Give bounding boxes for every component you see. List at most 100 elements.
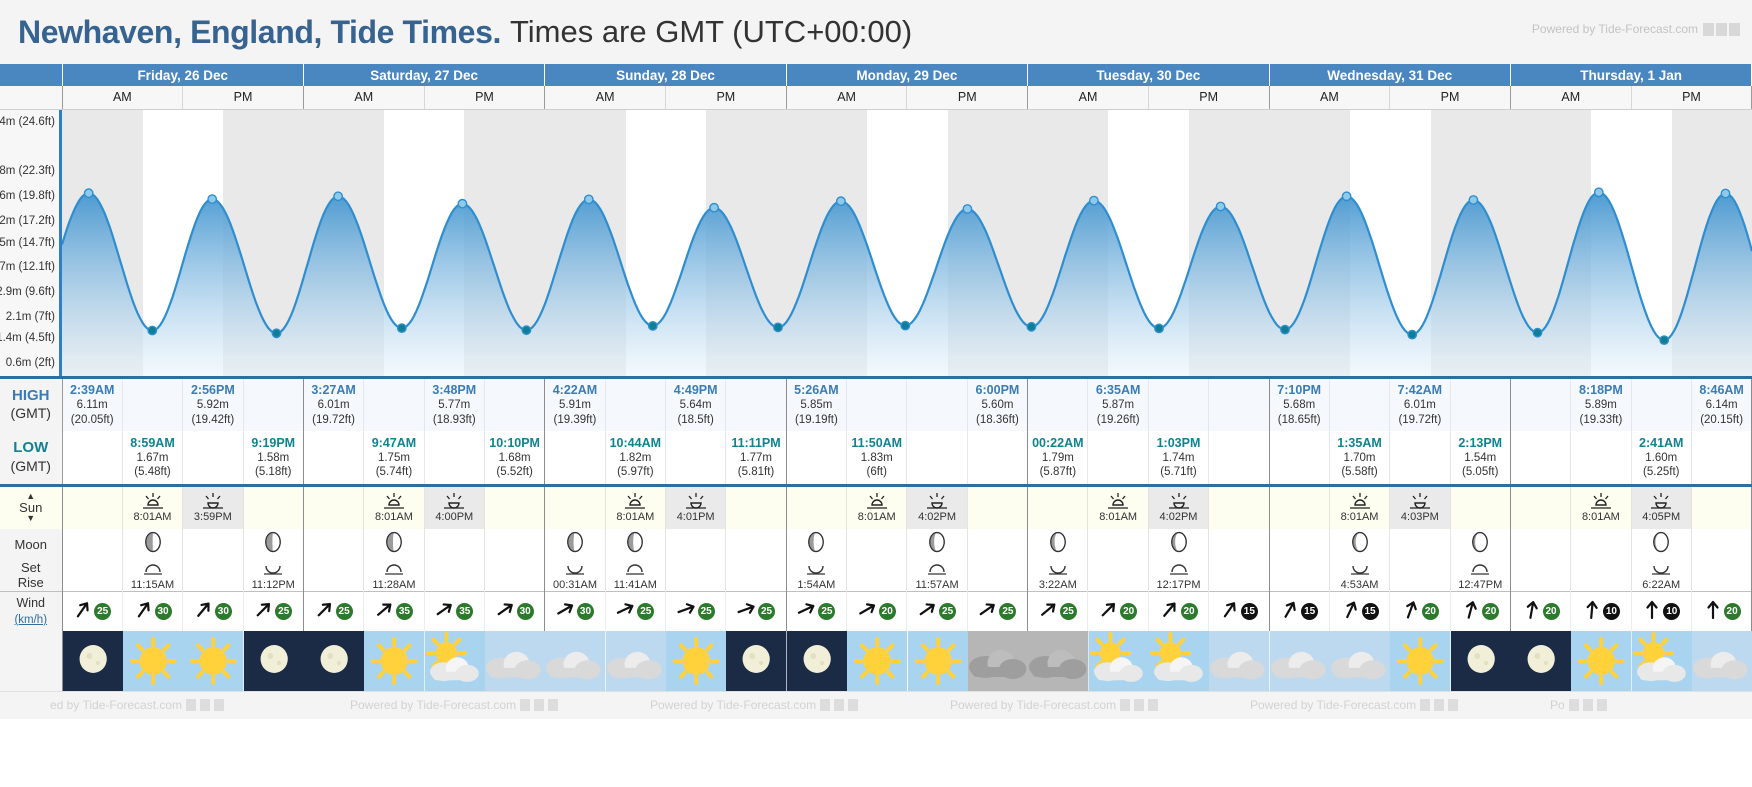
moon-phase-icon[interactable] <box>385 531 403 557</box>
tide-low-marker-13[interactable] <box>900 320 911 331</box>
weather-icon-overcast-15[interactable] <box>967 631 1029 691</box>
day-header-6[interactable]: Thursday, 1 Jan <box>1510 64 1752 86</box>
weather-icon-sunny-5[interactable] <box>364 631 425 691</box>
weather-icon-cloudy-20[interactable] <box>1269 631 1330 691</box>
tide-low-marker-19[interactable] <box>1280 324 1290 335</box>
moon-phase-icon[interactable] <box>928 531 946 557</box>
wind-cell-8[interactable]: 30 <box>544 591 606 631</box>
tide-low-marker-7[interactable] <box>521 324 532 335</box>
tide-low-marker-21[interactable] <box>1407 329 1418 340</box>
tide-low-marker-11[interactable] <box>773 321 783 332</box>
tide-low-marker-5[interactable] <box>396 322 407 333</box>
weather-icon-sunny-2[interactable] <box>183 631 244 691</box>
tide-high-marker-24[interactable] <box>1593 186 1604 197</box>
weather-icon-sunny-10[interactable] <box>666 631 727 691</box>
wind-cell-5[interactable]: 35 <box>363 591 425 631</box>
wind-cell-9[interactable]: 25 <box>605 591 666 631</box>
day-header-2[interactable]: Sunday, 28 Dec <box>544 64 787 86</box>
wind-cell-7[interactable]: 30 <box>484 591 546 631</box>
wind-cell-20[interactable]: 15 <box>1269 591 1330 631</box>
moon-phase-icon[interactable] <box>807 531 825 557</box>
wind-cell-2[interactable]: 30 <box>182 591 244 631</box>
moon-phase-icon[interactable] <box>1049 531 1067 557</box>
wind-cell-10[interactable]: 25 <box>665 591 727 631</box>
tide-low-marker-25[interactable] <box>1659 334 1670 345</box>
weather-icon-partly-sunny-18[interactable] <box>1148 631 1210 691</box>
tide-high-marker-10[interactable] <box>709 202 719 213</box>
tide-low-marker-9[interactable] <box>647 320 658 331</box>
moon-phase-icon[interactable] <box>1471 531 1489 557</box>
weather-icon-night-clear-4[interactable] <box>303 631 365 691</box>
weather-icon-partly-sunny-17[interactable] <box>1088 631 1149 691</box>
wind-cell-14[interactable]: 25 <box>906 591 968 631</box>
day-header-5[interactable]: Wednesday, 31 Dec <box>1269 64 1511 86</box>
tide-high-marker-0[interactable] <box>83 187 94 198</box>
tide-high-marker-2[interactable] <box>207 193 218 204</box>
tide-low-marker-15[interactable] <box>1026 321 1037 332</box>
tide-low-marker-1[interactable] <box>147 325 158 335</box>
weather-icon-cloudy-9[interactable] <box>605 631 667 691</box>
wind-cell-24[interactable]: 20 <box>1510 591 1572 631</box>
moon-phase-icon[interactable] <box>626 531 644 557</box>
wind-cell-18[interactable]: 20 <box>1148 591 1210 631</box>
wind-cell-21[interactable]: 15 <box>1329 591 1391 631</box>
day-header-3[interactable]: Monday, 29 Dec <box>786 64 1029 86</box>
tide-high-marker-18[interactable] <box>1215 201 1226 211</box>
wind-cell-12[interactable]: 25 <box>786 591 848 631</box>
moon-phase-icon[interactable] <box>1652 531 1670 557</box>
weather-icon-sunny-1[interactable] <box>122 631 184 691</box>
weather-icon-night-clear-0[interactable] <box>62 631 123 691</box>
wind-cell-17[interactable]: 20 <box>1087 591 1149 631</box>
weather-icon-partly-sunny-26[interactable] <box>1631 631 1693 691</box>
wind-cell-4[interactable]: 25 <box>303 591 365 631</box>
wind-cell-16[interactable]: 25 <box>1027 591 1089 631</box>
wind-cell-3[interactable]: 25 <box>243 591 304 631</box>
weather-icon-night-clear-24[interactable] <box>1511 631 1572 691</box>
weather-icon-night-clear-23[interactable] <box>1450 631 1512 691</box>
wind-unit-link[interactable]: (km/h) <box>14 613 48 626</box>
weather-icon-sunny-25[interactable] <box>1571 631 1632 691</box>
moon-phase-icon[interactable] <box>264 531 282 557</box>
wind-cell-19[interactable]: 15 <box>1208 591 1270 631</box>
weather-icon-cloudy-27[interactable] <box>1692 631 1752 691</box>
wind-cell-25[interactable]: 10 <box>1570 591 1632 631</box>
tide-low-marker-23[interactable] <box>1532 327 1543 338</box>
wind-cell-1[interactable]: 30 <box>122 591 184 631</box>
tide-high-marker-16[interactable] <box>1089 195 1099 206</box>
weather-icon-sunny-22[interactable] <box>1390 631 1451 691</box>
moon-phase-icon[interactable] <box>1351 531 1369 557</box>
tide-high-marker-6[interactable] <box>457 198 468 209</box>
tide-high-marker-4[interactable] <box>333 190 343 201</box>
weather-icon-sunny-13[interactable] <box>847 631 908 691</box>
wind-cell-6[interactable]: 35 <box>424 591 485 631</box>
wind-cell-13[interactable]: 20 <box>846 591 908 631</box>
tide-high-marker-22[interactable] <box>1468 194 1479 205</box>
weather-icon-overcast-16[interactable] <box>1028 631 1089 691</box>
weather-icon-cloudy-19[interactable] <box>1209 631 1270 691</box>
tide-high-marker-20[interactable] <box>1341 190 1352 201</box>
wind-cell-27[interactable]: 20 <box>1691 591 1752 631</box>
moon-phase-icon[interactable] <box>1170 531 1188 557</box>
wind-cell-23[interactable]: 20 <box>1450 591 1511 631</box>
moon-phase-icon[interactable] <box>144 531 162 557</box>
weather-icon-night-clear-12[interactable] <box>786 631 848 691</box>
weather-icon-cloudy-7[interactable] <box>485 631 546 691</box>
wind-cell-26[interactable]: 10 <box>1631 591 1692 631</box>
weather-icon-partly-sunny-6[interactable] <box>424 631 485 691</box>
weather-icon-night-clear-3[interactable] <box>243 631 304 691</box>
tide-low-marker-3[interactable] <box>271 327 282 338</box>
weather-icon-night-clear-11[interactable] <box>726 631 787 691</box>
tide-high-marker-8[interactable] <box>583 194 594 204</box>
tide-high-marker-12[interactable] <box>836 195 846 206</box>
wind-cell-11[interactable]: 25 <box>725 591 787 631</box>
wind-cell-0[interactable]: 25 <box>62 591 123 631</box>
day-header-1[interactable]: Saturday, 27 Dec <box>303 64 546 86</box>
moon-phase-icon[interactable] <box>566 531 584 557</box>
weather-icon-cloudy-21[interactable] <box>1330 631 1391 691</box>
tide-low-marker-17[interactable] <box>1154 322 1164 333</box>
wind-cell-22[interactable]: 20 <box>1389 591 1451 631</box>
tide-high-marker-14[interactable] <box>962 203 973 214</box>
weather-icon-cloudy-8[interactable] <box>545 631 606 691</box>
tide-high-marker-26[interactable] <box>1720 188 1731 198</box>
weather-icon-sunny-14[interactable] <box>907 631 968 691</box>
